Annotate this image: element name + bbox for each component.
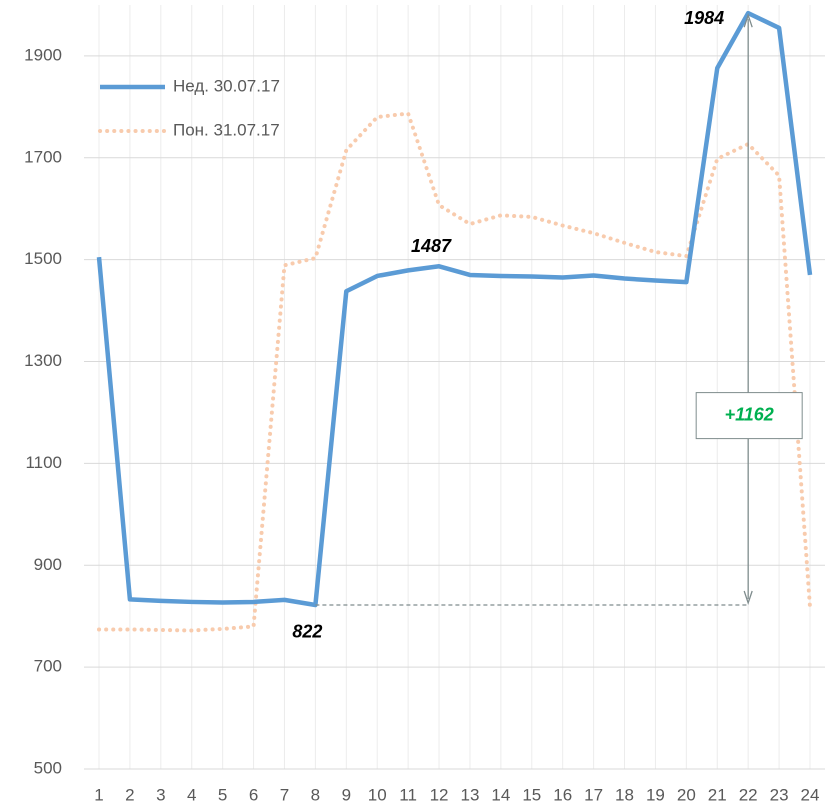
x-tick-label: 14 bbox=[491, 785, 510, 804]
arrow-head bbox=[743, 590, 753, 606]
x-tick-label: 20 bbox=[677, 785, 696, 804]
annotation-box bbox=[695, 392, 803, 440]
x-tick-label: 2 bbox=[125, 785, 134, 804]
x-tick-label: 17 bbox=[584, 785, 603, 804]
y-tick-label: 1900 bbox=[24, 45, 62, 64]
x-tick-label: 7 bbox=[280, 785, 289, 804]
x-tick-label: 4 bbox=[187, 785, 196, 804]
x-tick-label: 8 bbox=[311, 785, 320, 804]
x-tick-label: 9 bbox=[342, 785, 351, 804]
legend-label: Пон. 31.07.17 bbox=[173, 120, 280, 139]
series-line bbox=[96, 10, 813, 608]
x-tick-label: 13 bbox=[460, 785, 479, 804]
y-tick-label: 1300 bbox=[24, 351, 62, 370]
y-tick-label: 900 bbox=[34, 555, 62, 574]
arrow-head bbox=[743, 13, 753, 28]
y-tick-label: 1500 bbox=[24, 249, 62, 268]
y-tick-label: 700 bbox=[34, 657, 62, 676]
x-tick-label: 21 bbox=[708, 785, 727, 804]
annotation: 822 bbox=[292, 622, 322, 642]
annotation: 1487 bbox=[411, 236, 452, 256]
x-tick-label: 22 bbox=[739, 785, 758, 804]
x-tick-label: 18 bbox=[615, 785, 634, 804]
legend-label: Нед. 30.07.17 bbox=[173, 76, 280, 95]
annotation: +1162 bbox=[725, 404, 774, 424]
x-tick-label: 11 bbox=[399, 785, 417, 804]
x-tick-label: 12 bbox=[430, 785, 449, 804]
x-tick-label: 1 bbox=[94, 785, 103, 804]
x-tick-label: 15 bbox=[522, 785, 541, 804]
y-tick-label: 1100 bbox=[25, 453, 62, 472]
series-line bbox=[97, 111, 812, 633]
x-tick-label: 3 bbox=[156, 785, 165, 804]
x-tick-label: 6 bbox=[249, 785, 258, 804]
x-tick-label: 23 bbox=[770, 785, 789, 804]
x-tick-label: 19 bbox=[646, 785, 665, 804]
x-tick-label: 5 bbox=[218, 785, 227, 804]
x-tick-label: 16 bbox=[553, 785, 572, 804]
y-tick-label: 500 bbox=[34, 758, 62, 777]
annotation: 1984 bbox=[684, 8, 724, 28]
x-tick-label: 24 bbox=[801, 785, 820, 804]
x-tick-label: 10 bbox=[368, 785, 387, 804]
y-tick-label: 1700 bbox=[24, 147, 62, 166]
